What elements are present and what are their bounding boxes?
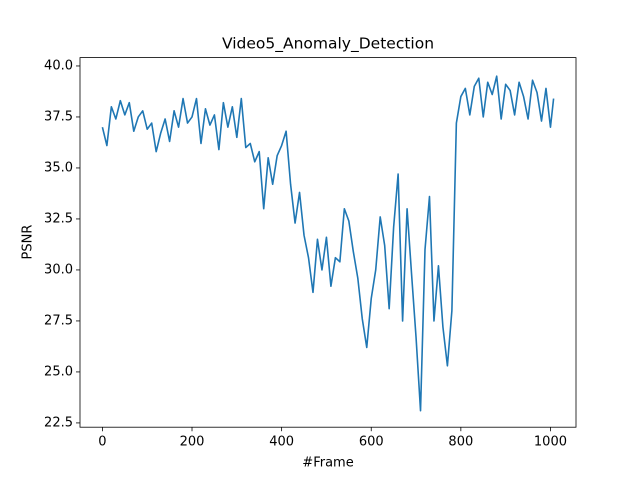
- x-tick-label: 400: [269, 435, 294, 450]
- x-axis-label: #Frame: [302, 456, 353, 471]
- y-tick-label: 40.0: [44, 58, 73, 73]
- y-tick-label: 30.0: [44, 262, 73, 277]
- y-tick-label: 27.5: [44, 313, 73, 328]
- y-tick-label: 25.0: [44, 364, 73, 379]
- x-tick-label: 600: [359, 435, 384, 450]
- plot-frame: [79, 57, 577, 428]
- y-tick-label: 35.0: [44, 160, 73, 175]
- series-line: [101, 75, 555, 412]
- x-tick-label: 800: [448, 435, 473, 450]
- y-axis-label: PSNR: [21, 225, 36, 260]
- chart-title: Video5_Anomaly_Detection: [222, 35, 434, 54]
- x-tick-label: 0: [98, 435, 106, 450]
- y-tick-label: 22.5: [44, 415, 73, 430]
- x-tick-label: 1000: [534, 435, 567, 450]
- x-tick-label: 200: [180, 435, 205, 450]
- y-tick-label: 32.5: [44, 211, 73, 226]
- y-tick-label: 37.5: [44, 109, 73, 124]
